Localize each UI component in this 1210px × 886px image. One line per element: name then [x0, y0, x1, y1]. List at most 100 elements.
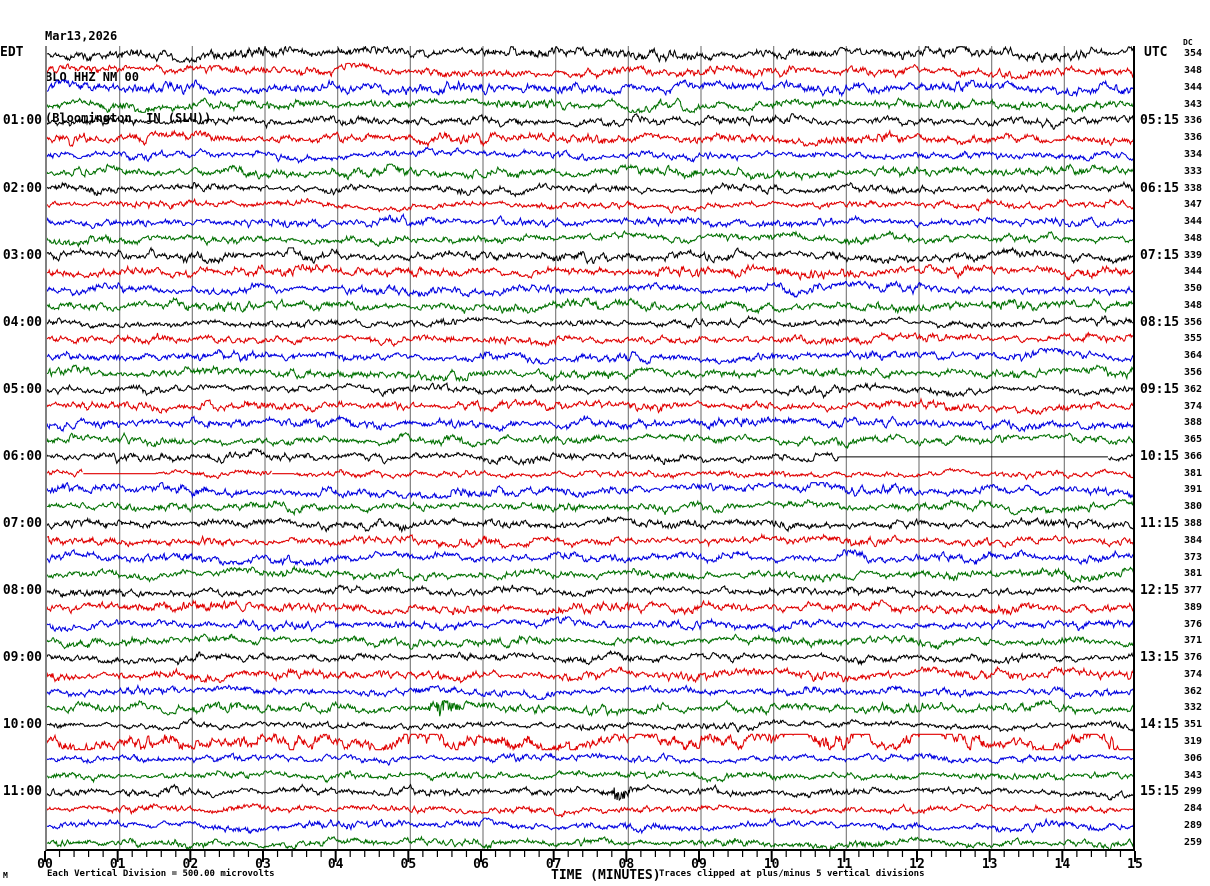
x-tick-label: 07 [545, 857, 562, 872]
x-tick-label: 01 [109, 857, 126, 872]
seismic-trace [47, 62, 1133, 80]
edt-axis-label: EDT [0, 45, 24, 60]
seismic-trace [155, 468, 272, 480]
scale-note: Each Vertical Division = 500.00 microvol… [47, 869, 275, 879]
dc-value: 348 [1184, 232, 1203, 244]
dc-value: 376 [1184, 652, 1203, 664]
seismic-trace [47, 835, 1133, 849]
dc-value: 380 [1184, 501, 1203, 513]
dc-value: 343 [1184, 769, 1203, 781]
clip-note: Traces clipped at plus/minus 5 vertical … [659, 869, 925, 879]
utc-time-label: 06:15 [1140, 180, 1180, 196]
x-tick-label: 15 [1127, 857, 1143, 872]
edt-time-label: 06:00 [2, 448, 42, 464]
x-tick-label: 14 [1054, 857, 1071, 872]
x-axis-title: TIME (MINUTES) [551, 868, 661, 883]
dc-value: 332 [1184, 702, 1203, 714]
seismic-trace [47, 314, 1133, 330]
x-tick-label: 11 [836, 857, 853, 872]
utc-time-label: 05:15 [1140, 113, 1180, 129]
dc-value: 336 [1184, 115, 1203, 127]
dc-value: 354 [1184, 48, 1203, 60]
seismic-trace [47, 296, 1133, 315]
edt-time-label: 09:00 [2, 650, 42, 666]
edt-time-label: 01:00 [2, 113, 42, 129]
seismic-trace [47, 180, 1133, 198]
seismic-trace [47, 717, 1133, 733]
seismic-trace [47, 498, 1133, 517]
seismogram-canvas [47, 46, 1133, 849]
seismic-trace [47, 584, 1133, 599]
x-tick-label: 05 [400, 857, 417, 872]
utc-time-label: 07:15 [1140, 247, 1180, 263]
seismic-trace [47, 564, 1133, 584]
dc-value: 384 [1184, 534, 1203, 546]
dc-value: 391 [1184, 484, 1203, 496]
x-tick-label: 13 [981, 857, 998, 872]
dc-value: 388 [1184, 517, 1203, 529]
seismic-trace [47, 516, 1133, 534]
edt-time-label: 11:00 [2, 784, 42, 800]
dc-value: 371 [1184, 635, 1203, 647]
seismic-trace [47, 163, 1133, 182]
dc-value: 366 [1184, 450, 1203, 462]
dc-value: 299 [1184, 786, 1203, 798]
seismic-trace [47, 331, 1133, 348]
x-axis-ticks [44, 851, 1136, 862]
x-tick-label: 04 [327, 857, 344, 872]
seismic-trace [47, 146, 1133, 165]
utc-time-label: 13:15 [1140, 650, 1180, 666]
seismic-trace [47, 548, 1133, 567]
edt-time-label: 05:00 [2, 381, 42, 397]
seismic-trace [47, 212, 1133, 230]
seismic-trace [47, 802, 1133, 818]
header-date: Mar13,2026 [45, 29, 118, 44]
edt-time-label: 03:00 [2, 247, 42, 263]
x-tick-label: 09 [691, 857, 707, 872]
seismic-trace [47, 431, 1133, 450]
seismic-trace [47, 732, 1133, 752]
dc-value: 350 [1184, 283, 1203, 295]
seismic-trace [47, 364, 1133, 383]
dc-value: 376 [1184, 618, 1203, 630]
seismic-trace [47, 532, 1133, 550]
dc-column-header: DC [1183, 38, 1193, 47]
x-tick-label: 02 [182, 857, 199, 872]
seismic-trace [47, 128, 1133, 148]
seismic-trace [47, 817, 1133, 835]
dc-value: 374 [1184, 400, 1203, 412]
seismic-trace [47, 113, 1133, 130]
dc-value: 306 [1184, 752, 1203, 764]
dc-value: 348 [1184, 65, 1203, 77]
dc-value: 338 [1184, 182, 1203, 194]
edt-time-label: 10:00 [2, 717, 42, 733]
seismic-trace [47, 246, 1133, 265]
x-tick-label: 08 [618, 857, 635, 872]
dc-value: 336 [1184, 132, 1203, 144]
seismic-trace [47, 280, 1133, 298]
dc-value: 259 [1184, 836, 1203, 848]
dc-value: 364 [1184, 350, 1203, 362]
corner-mark: M [3, 871, 8, 880]
seismic-trace [47, 414, 1133, 433]
dc-value: 373 [1184, 551, 1203, 563]
seismic-trace [47, 699, 1133, 717]
seismic-trace [47, 599, 1133, 616]
dc-value: 356 [1184, 367, 1203, 379]
seismic-trace [47, 230, 1133, 248]
dc-value: 334 [1184, 149, 1203, 160]
x-tick-label: 12 [909, 857, 925, 872]
seismogram-plot[interactable] [45, 46, 1135, 851]
edt-time-label: 08:00 [2, 583, 42, 599]
utc-time-label: 12:15 [1140, 583, 1180, 599]
dc-value: 356 [1184, 316, 1203, 328]
seismic-trace [47, 752, 1133, 767]
seismic-trace [47, 397, 1133, 416]
x-tick-label: 03 [255, 857, 271, 872]
utc-time-label: 15:15 [1140, 784, 1180, 800]
x-tick-label: 10 [763, 857, 780, 872]
x-tick-label: 00 [37, 857, 53, 872]
seismic-trace [47, 381, 1133, 400]
utc-time-label: 11:15 [1140, 515, 1180, 531]
dc-value: 355 [1184, 333, 1203, 345]
